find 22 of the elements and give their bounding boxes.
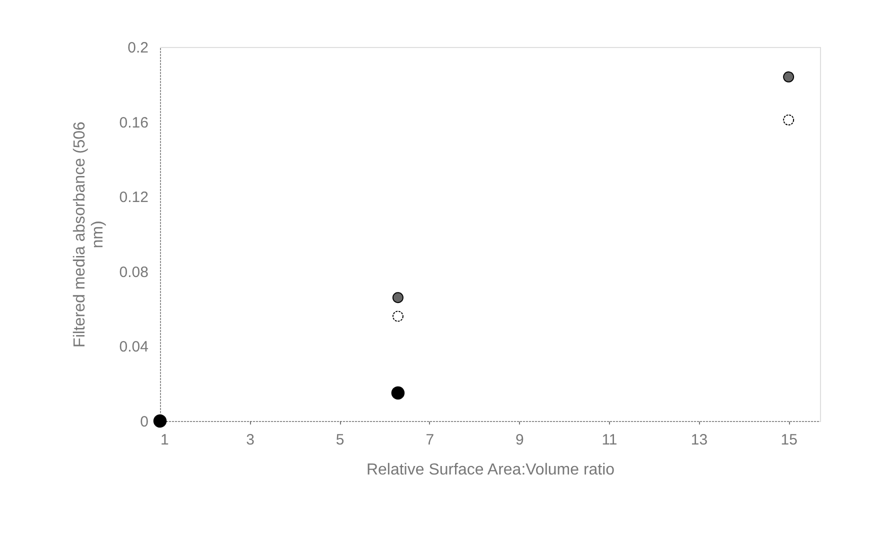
point bbox=[153, 414, 167, 428]
y-tick-label: 0.2 bbox=[128, 40, 148, 56]
x-tick-label: 5 bbox=[336, 432, 344, 448]
x-tick-label: 9 bbox=[516, 432, 524, 448]
point bbox=[783, 114, 794, 126]
x-tick-label: 7 bbox=[426, 432, 434, 448]
y-tick-label: 0.12 bbox=[119, 189, 148, 206]
point bbox=[392, 292, 404, 304]
point bbox=[783, 71, 794, 82]
x-tick-label: 1 bbox=[160, 432, 169, 448]
x-tick-label: 3 bbox=[246, 432, 254, 448]
x-tick-label: 11 bbox=[602, 432, 618, 448]
x-tick-label: 15 bbox=[780, 432, 798, 448]
point bbox=[392, 310, 404, 322]
y-tick-label: 0 bbox=[140, 414, 148, 430]
x-axis-title: Relative Surface Area:Volume ratio bbox=[366, 462, 615, 478]
point bbox=[391, 386, 405, 400]
y-axis-title: Filtered media absorbance (506 nm) bbox=[71, 121, 106, 348]
y-tick-label: 0.08 bbox=[119, 264, 148, 281]
y-tick-label: 0.16 bbox=[119, 114, 148, 132]
x-tick-label: 13 bbox=[690, 432, 708, 448]
y-tick-label: 0.04 bbox=[119, 338, 148, 356]
